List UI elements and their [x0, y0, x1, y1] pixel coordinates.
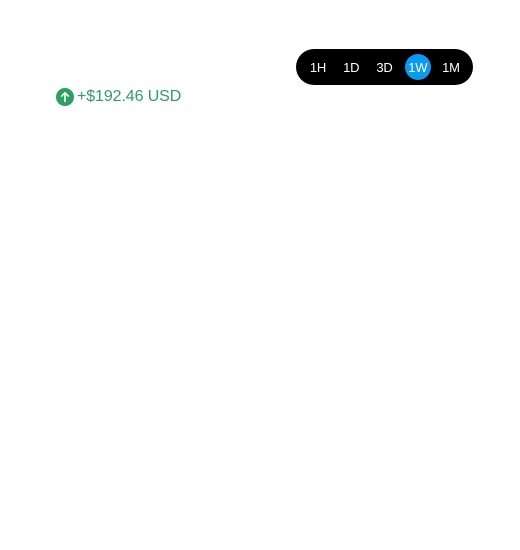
time-range-selector: 1H 1D 3D 1W 1M	[296, 49, 473, 85]
range-option-1d[interactable]: 1D	[343, 59, 360, 75]
arrow-up-icon	[56, 88, 74, 106]
range-option-1m[interactable]: 1M	[442, 59, 460, 75]
price-change-value: +$192.46 USD	[77, 88, 182, 105]
range-option-3d[interactable]: 3D	[376, 59, 393, 75]
range-option-1w[interactable]: 1W	[404, 54, 431, 80]
price-change: +$192.46 USD	[56, 87, 181, 107]
range-option-1h[interactable]: 1H	[309, 59, 327, 75]
